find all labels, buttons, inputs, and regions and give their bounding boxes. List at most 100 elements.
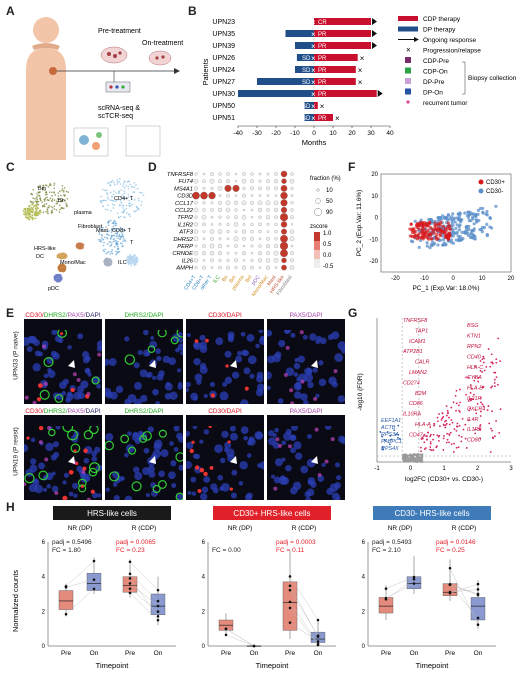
umap-point bbox=[64, 268, 66, 270]
cd30neg-point bbox=[488, 225, 492, 229]
umap-point bbox=[46, 211, 49, 213]
nucleus bbox=[105, 358, 110, 366]
umap-point bbox=[53, 184, 56, 186]
channel-title: CD30/DHRS2/PAX5/DAPI bbox=[24, 408, 102, 415]
umap-point bbox=[25, 215, 27, 218]
cd30neg-point bbox=[449, 238, 454, 242]
color-legend-label: -0.5 bbox=[323, 264, 334, 270]
cd30neg-point bbox=[480, 230, 484, 234]
umap-point bbox=[135, 258, 137, 260]
expression-dot bbox=[290, 258, 294, 263]
umap-point bbox=[123, 210, 125, 212]
dhrs2-signal bbox=[38, 470, 49, 481]
up-gene-point bbox=[459, 388, 461, 391]
up-gene-point bbox=[498, 431, 501, 434]
nucleus bbox=[193, 341, 202, 351]
cd30-signal bbox=[205, 338, 209, 343]
biopsy-x-mark: × bbox=[311, 42, 316, 51]
expression-dot bbox=[225, 179, 231, 184]
umap-point bbox=[121, 233, 123, 235]
expression-dot bbox=[280, 191, 288, 200]
cluster-label: DC bbox=[36, 254, 44, 260]
umap-point bbox=[100, 195, 102, 198]
cell-type-label: ILC bbox=[212, 274, 222, 284]
expression-dot bbox=[274, 244, 278, 248]
up-gene-point bbox=[482, 361, 485, 364]
nucleus bbox=[148, 470, 156, 478]
umap-point bbox=[120, 201, 122, 204]
expression-dot bbox=[274, 237, 278, 241]
umap-point bbox=[51, 198, 54, 200]
umap-point bbox=[126, 212, 128, 214]
ns-gene-point bbox=[411, 455, 414, 458]
umap-point bbox=[117, 243, 119, 246]
nucleus bbox=[277, 398, 284, 404]
umap-point bbox=[34, 197, 36, 200]
gene-label: CCL22 bbox=[175, 208, 194, 214]
umap-point bbox=[58, 204, 61, 207]
expression-dot bbox=[280, 221, 288, 228]
response-label: PR bbox=[318, 44, 327, 50]
umap-point bbox=[112, 207, 115, 209]
nucleus bbox=[199, 334, 206, 341]
nucleus bbox=[153, 442, 162, 451]
expression-dot bbox=[210, 172, 214, 176]
up-gene-point bbox=[437, 420, 439, 423]
nucleus bbox=[91, 456, 98, 462]
legend-swatch bbox=[406, 100, 410, 104]
umap-point bbox=[27, 207, 30, 210]
ongoing-arrow bbox=[372, 18, 377, 25]
umap-point bbox=[137, 197, 140, 200]
sample-point bbox=[288, 606, 292, 610]
biopsy-x-mark: × bbox=[311, 114, 316, 123]
umap-point bbox=[66, 197, 69, 200]
x-tick-label: Pre bbox=[125, 650, 136, 657]
up-gene-point bbox=[423, 441, 426, 444]
expression-dot bbox=[290, 244, 294, 248]
umap-point bbox=[116, 183, 119, 185]
pair-line bbox=[289, 601, 319, 644]
nucleus bbox=[335, 474, 342, 481]
cd30neg-point bbox=[457, 236, 461, 240]
cd30pos-point bbox=[408, 234, 413, 238]
umap-point bbox=[43, 203, 46, 206]
ongoing-arrow bbox=[377, 90, 383, 97]
x-axis-label: log2FC (CD30+ vs. CD30-) bbox=[405, 476, 483, 483]
umap-point bbox=[135, 205, 138, 208]
expression-dot bbox=[218, 194, 222, 197]
dp-bar bbox=[295, 42, 314, 49]
expression-dot bbox=[233, 222, 239, 227]
expression-dot bbox=[266, 251, 270, 256]
umap-point bbox=[113, 246, 116, 248]
umap-point bbox=[133, 263, 135, 265]
pax5-signal bbox=[47, 426, 52, 430]
x-tick-label: -10 bbox=[420, 276, 429, 282]
subpanel-title: CD30- HRS-like cells bbox=[394, 509, 469, 518]
ns-gene-point bbox=[421, 453, 424, 456]
umap-point bbox=[43, 200, 46, 202]
expression-dot bbox=[266, 236, 270, 241]
cd30neg-point bbox=[471, 217, 475, 221]
up-gene-label: RPN2 bbox=[467, 344, 481, 350]
x-tick-label: Pre bbox=[285, 650, 296, 657]
dhrs2-signal bbox=[54, 394, 64, 403]
expression-dot bbox=[193, 229, 199, 234]
umap-point bbox=[109, 263, 111, 266]
nucleus bbox=[285, 464, 292, 472]
expression-dot bbox=[257, 200, 263, 206]
gene-label: AMPH bbox=[175, 266, 194, 272]
x-tick-label: -10 bbox=[290, 130, 300, 137]
x-tick-label: 0 bbox=[409, 466, 413, 472]
up-gene-point bbox=[494, 435, 496, 438]
sample-point bbox=[476, 616, 480, 620]
group-label: NR (DP) bbox=[228, 525, 253, 532]
cd30neg-point bbox=[460, 230, 464, 234]
nucleus bbox=[186, 430, 190, 437]
up-gene-point bbox=[474, 376, 476, 379]
cd30neg-point bbox=[449, 215, 453, 219]
micrograph-image bbox=[24, 426, 102, 500]
pre-response-label: SD bbox=[302, 116, 311, 122]
umap-point bbox=[105, 257, 107, 260]
nucleus bbox=[77, 333, 84, 340]
progression-mark: × bbox=[358, 66, 363, 75]
